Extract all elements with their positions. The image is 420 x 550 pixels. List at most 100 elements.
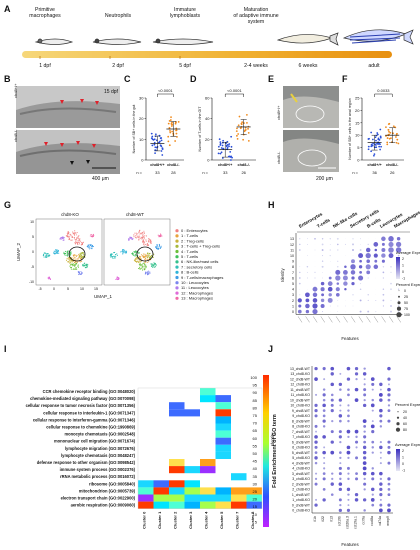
umap-point	[75, 259, 77, 261]
data-point	[154, 146, 157, 149]
panel-g: G chd8-KO chd8-WT UMAP_1 UMAP_2 -5 0 5 10 15…	[4, 200, 223, 301]
dot	[298, 277, 301, 279]
umap-point	[74, 230, 76, 232]
umap-point	[142, 241, 144, 243]
dot	[363, 430, 366, 433]
umap-point	[142, 239, 144, 241]
umap-point	[71, 239, 73, 241]
umap-point	[54, 251, 56, 253]
umap-point	[153, 265, 155, 267]
umap-y-tick: 0	[32, 250, 34, 254]
umap-point	[73, 232, 75, 234]
data-point	[373, 154, 375, 157]
row-label: 2_chd8-WT	[292, 482, 311, 486]
y-tick-label: 20	[205, 137, 210, 142]
dot	[305, 298, 310, 303]
umap-point	[158, 235, 160, 237]
data-point	[222, 139, 225, 142]
dot	[371, 382, 375, 386]
umap-point	[83, 264, 85, 266]
umap-point	[74, 257, 76, 259]
umap-point	[135, 258, 138, 260]
umap-point	[154, 262, 156, 264]
dot	[359, 271, 362, 274]
dot	[306, 277, 308, 279]
umap-point	[141, 269, 144, 271]
legend-entry: 10 : Leucocytes	[181, 280, 209, 285]
scale-label-e: 200 μm	[316, 176, 333, 182]
umap-point	[111, 257, 114, 259]
dot	[397, 310, 400, 313]
heatmap-frame	[137, 387, 263, 509]
dot	[344, 243, 346, 245]
row-label: 3_chd8-WT	[292, 472, 311, 476]
umap-point	[141, 265, 143, 267]
data-point	[389, 131, 392, 134]
umap-point	[90, 235, 93, 237]
umap-point	[146, 274, 149, 276]
dot	[312, 303, 318, 309]
umap-point	[55, 252, 57, 254]
dot	[382, 299, 385, 302]
row-label: 13_chd8-WT	[290, 367, 311, 371]
umap-point	[49, 277, 51, 279]
dot	[379, 382, 383, 387]
umap-point	[74, 267, 76, 269]
data-point	[367, 138, 370, 140]
heatmap-cell	[246, 494, 262, 502]
umap-point	[143, 268, 145, 270]
panel-b: B chd8+/+ chd8-/- 15 dpf 400 μm	[4, 74, 120, 182]
dot	[320, 287, 325, 292]
dot	[347, 493, 350, 496]
dot	[397, 305, 400, 307]
fold-tick: 85	[253, 398, 258, 403]
umap-point	[90, 247, 92, 249]
panel-label-b: B	[4, 74, 11, 84]
umap-point	[67, 235, 69, 237]
umap-point	[56, 250, 58, 252]
row-label: 10_chd8-KO	[290, 404, 310, 408]
dot	[299, 271, 301, 274]
dot	[298, 282, 301, 285]
umap-point	[143, 257, 145, 259]
heatmap-cell	[200, 388, 216, 396]
umap-point	[76, 232, 78, 234]
legend-swatch	[175, 260, 179, 264]
n-label: n =	[352, 170, 358, 175]
umap-point	[69, 253, 71, 255]
dot	[358, 265, 363, 269]
fish-icons	[34, 29, 414, 46]
umap-x-tick: -5	[38, 287, 41, 291]
umap-point	[70, 261, 72, 263]
umap-point	[76, 255, 78, 257]
larva-2dpf-icon	[92, 38, 142, 45]
umap-point	[137, 235, 139, 237]
data-point	[395, 136, 397, 138]
umap-point	[62, 237, 64, 239]
umap-y-tick: -10	[29, 280, 34, 284]
umap-point	[73, 257, 75, 259]
umap-point	[154, 264, 156, 266]
data-point	[230, 155, 233, 158]
fold-tick: 30	[253, 481, 258, 486]
row-label: 12_chd8-KO	[290, 383, 310, 387]
umap-point	[151, 264, 153, 266]
dot	[314, 424, 318, 428]
umap-point	[138, 262, 140, 264]
dot	[322, 255, 324, 257]
umap-point	[135, 235, 137, 237]
row-label: 4_chd8-KO	[292, 467, 310, 471]
feature-label: ccl20a.3	[345, 516, 349, 529]
legend-swatch	[175, 234, 179, 238]
dot	[354, 398, 359, 402]
dot	[346, 366, 351, 371]
dot	[314, 366, 318, 371]
dot	[338, 435, 342, 439]
feature-label: il13	[329, 516, 333, 522]
dot	[321, 293, 325, 297]
dot	[378, 392, 383, 397]
umap-point	[70, 259, 72, 262]
dot	[344, 265, 347, 269]
heatmap-cell	[215, 423, 231, 431]
